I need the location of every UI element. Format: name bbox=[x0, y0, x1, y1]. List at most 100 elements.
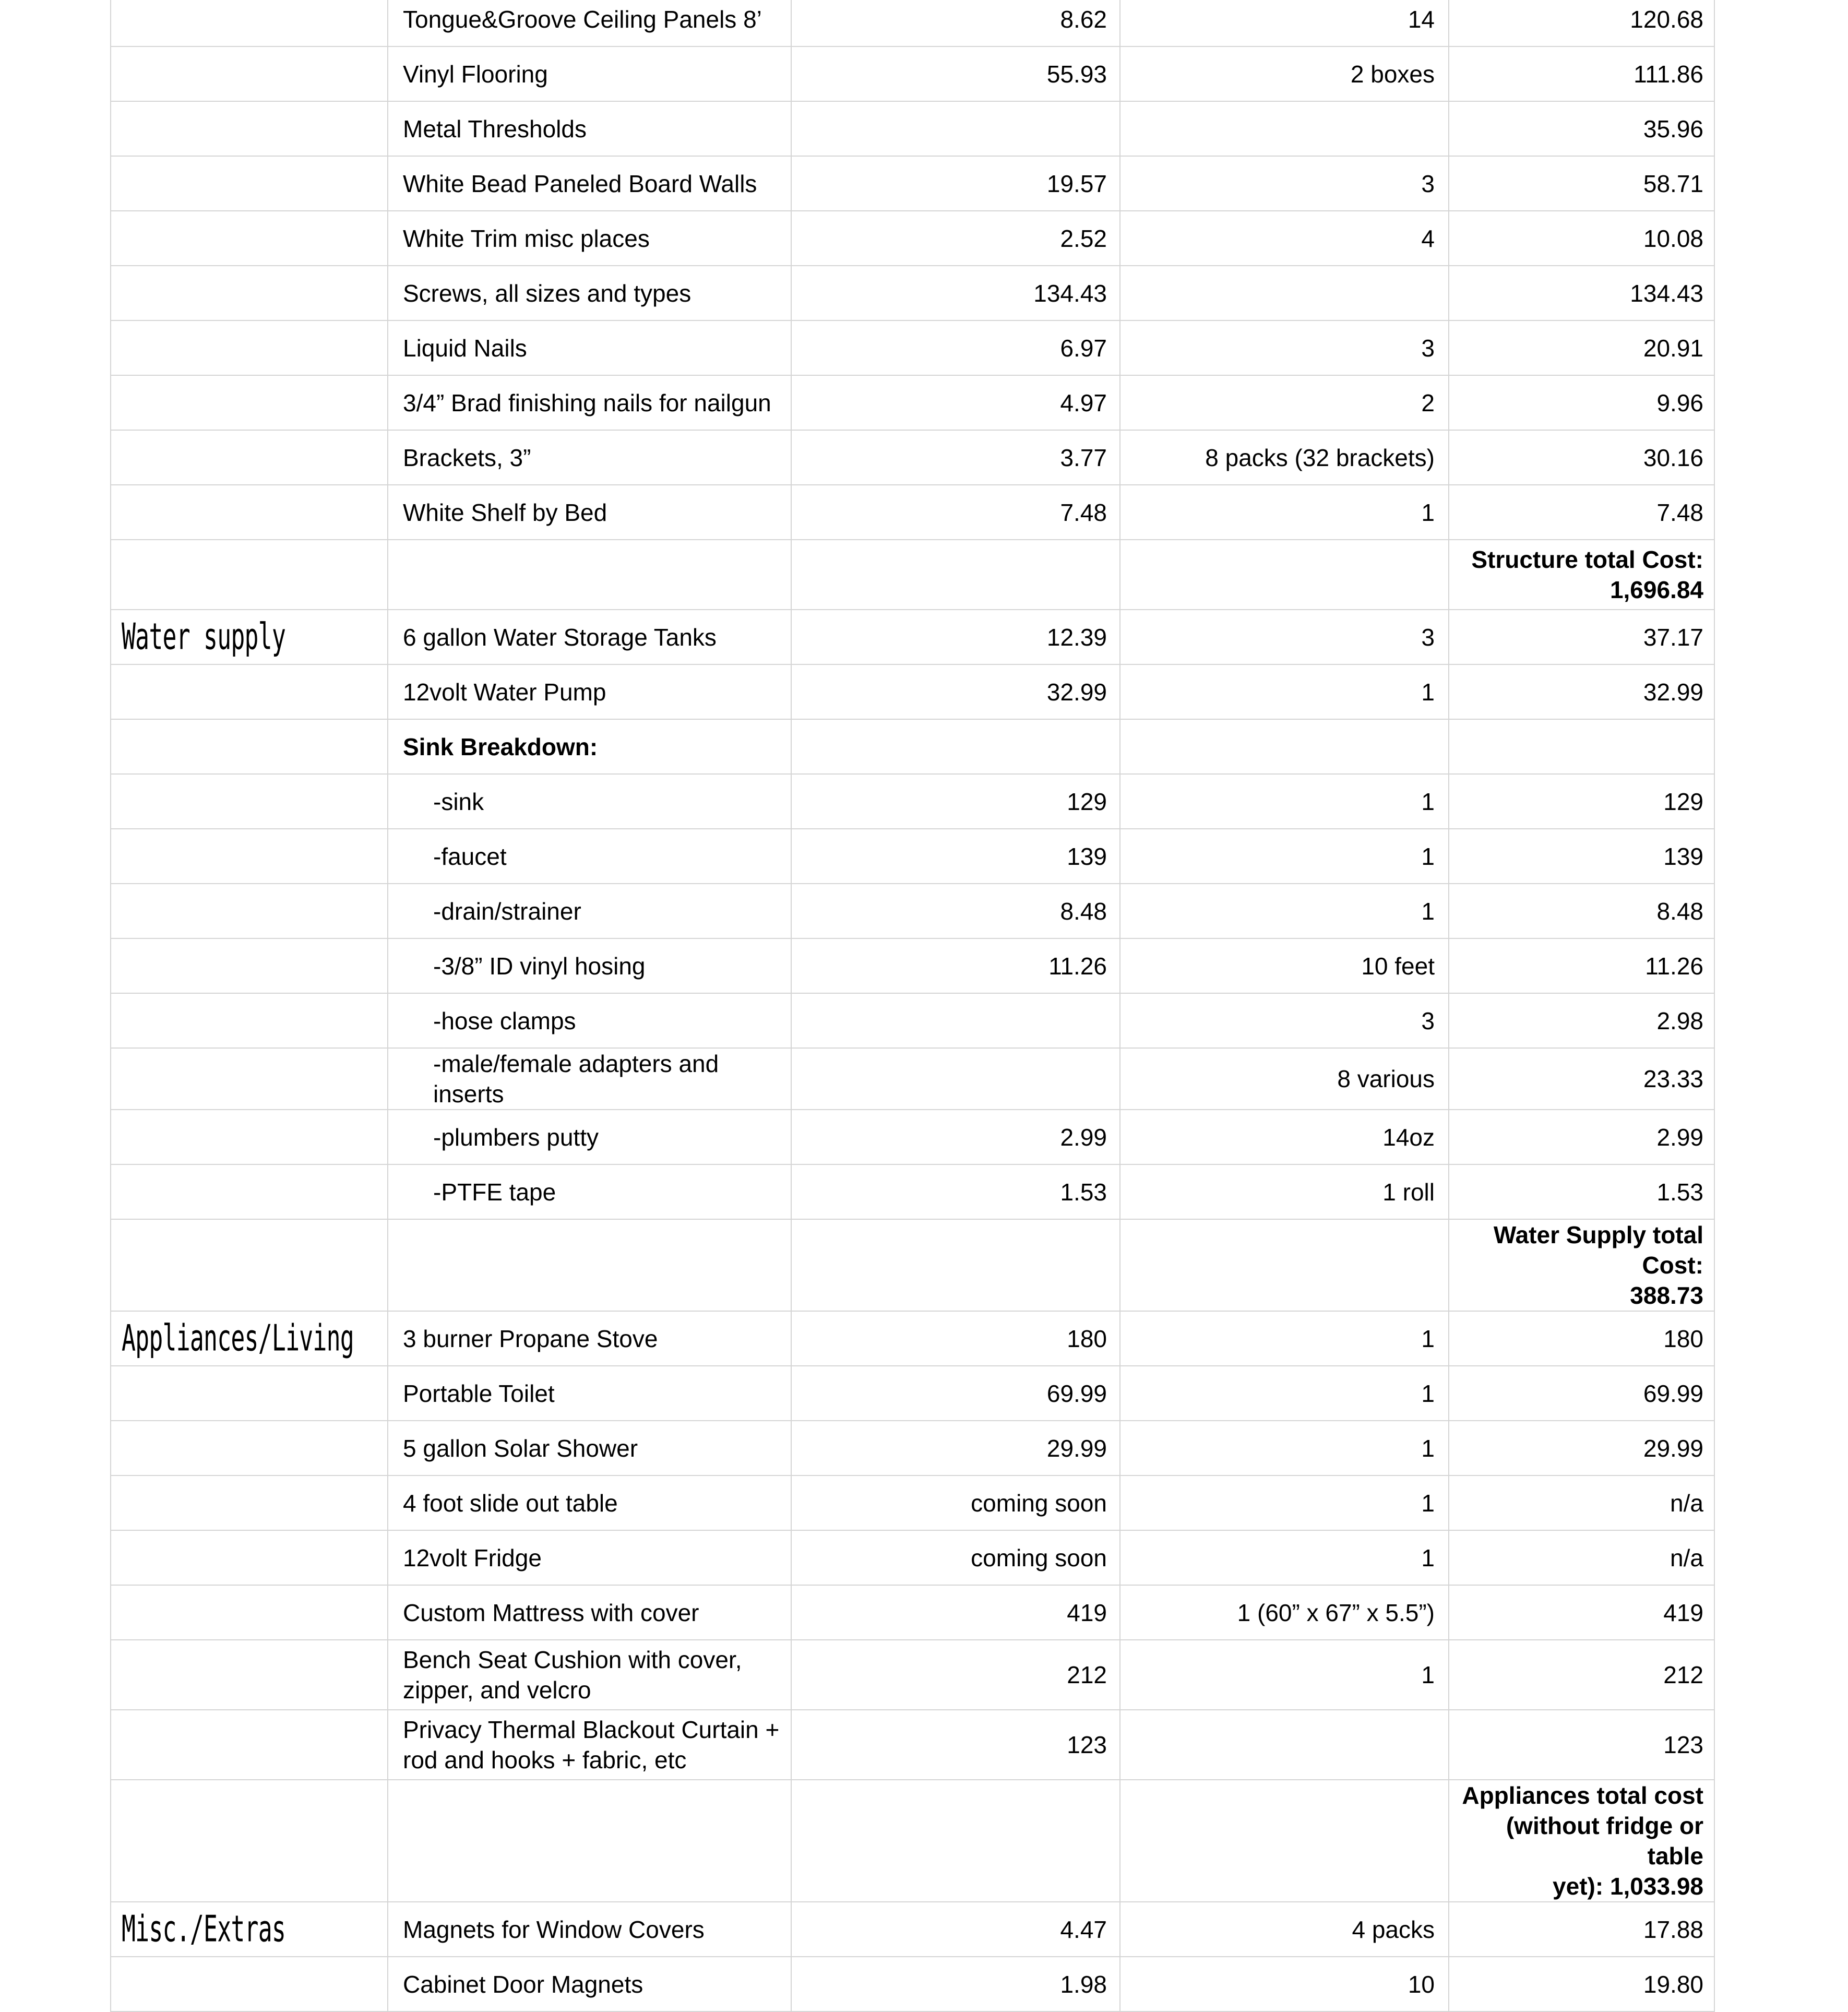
total-cell[interactable]: 11.26 bbox=[1449, 939, 1714, 993]
category-cell[interactable] bbox=[111, 157, 388, 210]
price-cell[interactable]: 12.39 bbox=[792, 610, 1120, 664]
quantity-cell[interactable]: 14oz bbox=[1120, 1110, 1449, 1164]
price-cell[interactable]: 1.98 bbox=[792, 1957, 1120, 2011]
category-cell[interactable] bbox=[111, 376, 388, 430]
category-cell[interactable] bbox=[111, 1710, 388, 1779]
quantity-cell[interactable]: 14 bbox=[1120, 0, 1449, 46]
category-cell[interactable] bbox=[111, 1110, 388, 1164]
item-cell[interactable]: White Bead Paneled Board Walls bbox=[388, 157, 792, 210]
total-cell[interactable]: 58.71 bbox=[1449, 157, 1714, 210]
price-cell[interactable] bbox=[792, 720, 1120, 773]
price-cell[interactable]: 8.48 bbox=[792, 884, 1120, 938]
total-cell[interactable] bbox=[1449, 720, 1714, 773]
item-cell[interactable]: Custom Mattress with cover bbox=[388, 1586, 792, 1639]
total-cell[interactable]: 180 bbox=[1449, 1312, 1714, 1365]
category-cell[interactable]: Misc./Extras bbox=[111, 1902, 388, 1956]
item-cell[interactable]: Portable Toilet bbox=[388, 1366, 792, 1420]
quantity-cell[interactable]: 8 packs (32 brackets) bbox=[1120, 431, 1449, 484]
quantity-cell[interactable] bbox=[1120, 720, 1449, 773]
quantity-cell[interactable]: 1 bbox=[1120, 1366, 1449, 1420]
quantity-cell[interactable] bbox=[1120, 102, 1449, 156]
quantity-cell[interactable]: 1 bbox=[1120, 665, 1449, 719]
quantity-cell[interactable] bbox=[1120, 540, 1449, 609]
item-cell[interactable]: 12volt Fridge bbox=[388, 1531, 792, 1585]
total-cell[interactable]: 17.88 bbox=[1449, 1902, 1714, 1956]
item-cell[interactable]: Vinyl Flooring bbox=[388, 47, 792, 101]
total-cell[interactable]: n/a bbox=[1449, 1531, 1714, 1585]
item-cell[interactable]: -faucet bbox=[388, 829, 792, 883]
price-cell[interactable]: 6.97 bbox=[792, 321, 1120, 375]
price-cell[interactable]: 7.48 bbox=[792, 485, 1120, 539]
total-cell[interactable]: 37.17 bbox=[1449, 610, 1714, 664]
total-cell[interactable]: 23.33 bbox=[1449, 1049, 1714, 1109]
category-cell[interactable]: Appliances/Living bbox=[111, 1312, 388, 1365]
price-cell[interactable]: 2.99 bbox=[792, 1110, 1120, 1164]
category-cell[interactable] bbox=[111, 884, 388, 938]
total-cell[interactable]: 35.96 bbox=[1449, 102, 1714, 156]
price-cell[interactable]: 4.47 bbox=[792, 1902, 1120, 1956]
category-cell[interactable] bbox=[111, 994, 388, 1047]
category-cell[interactable] bbox=[111, 1165, 388, 1219]
item-cell[interactable]: Sink Breakdown: bbox=[388, 720, 792, 773]
category-cell[interactable] bbox=[111, 1531, 388, 1585]
item-cell[interactable]: 12volt Water Pump bbox=[388, 665, 792, 719]
category-cell[interactable] bbox=[111, 829, 388, 883]
price-cell[interactable]: 55.93 bbox=[792, 47, 1120, 101]
item-cell[interactable]: Liquid Nails bbox=[388, 321, 792, 375]
category-cell[interactable] bbox=[111, 102, 388, 156]
price-cell[interactable]: 123 bbox=[792, 1710, 1120, 1779]
quantity-cell[interactable]: 1 bbox=[1120, 1531, 1449, 1585]
total-cell[interactable]: 2.99 bbox=[1449, 1110, 1714, 1164]
quantity-cell[interactable]: 1 bbox=[1120, 1421, 1449, 1475]
item-cell[interactable]: -3/8” ID vinyl hosing bbox=[388, 939, 792, 993]
category-cell[interactable] bbox=[111, 1366, 388, 1420]
price-cell[interactable]: coming soon bbox=[792, 1531, 1120, 1585]
item-cell[interactable]: -hose clamps bbox=[388, 994, 792, 1047]
item-cell[interactable]: -plumbers putty bbox=[388, 1110, 792, 1164]
category-cell[interactable] bbox=[111, 321, 388, 375]
item-cell[interactable]: 4 foot slide out table bbox=[388, 1476, 792, 1530]
item-cell[interactable]: Privacy Thermal Blackout Curtain + rod a… bbox=[388, 1710, 792, 1779]
price-cell[interactable]: 4.97 bbox=[792, 376, 1120, 430]
category-cell[interactable] bbox=[111, 1586, 388, 1639]
quantity-cell[interactable]: 1 bbox=[1120, 485, 1449, 539]
quantity-cell[interactable]: 3 bbox=[1120, 157, 1449, 210]
total-cell[interactable]: 30.16 bbox=[1449, 431, 1714, 484]
price-cell[interactable]: coming soon bbox=[792, 1476, 1120, 1530]
quantity-cell[interactable] bbox=[1120, 1780, 1449, 1901]
quantity-cell[interactable]: 1 bbox=[1120, 1312, 1449, 1365]
category-cell[interactable] bbox=[111, 665, 388, 719]
total-cell[interactable]: 139 bbox=[1449, 829, 1714, 883]
quantity-cell[interactable]: 10 bbox=[1120, 1957, 1449, 2011]
total-cell[interactable]: 2.98 bbox=[1449, 994, 1714, 1047]
item-cell[interactable]: 5 gallon Solar Shower bbox=[388, 1421, 792, 1475]
item-cell[interactable] bbox=[388, 1780, 792, 1901]
price-cell[interactable]: 69.99 bbox=[792, 1366, 1120, 1420]
category-cell[interactable] bbox=[111, 1476, 388, 1530]
quantity-cell[interactable]: 3 bbox=[1120, 994, 1449, 1047]
quantity-cell[interactable]: 10 feet bbox=[1120, 939, 1449, 993]
total-cell[interactable]: 419 bbox=[1449, 1586, 1714, 1639]
total-cell[interactable]: Appliances total cost (without fridge or… bbox=[1449, 1780, 1714, 1901]
total-cell[interactable]: 7.48 bbox=[1449, 485, 1714, 539]
quantity-cell[interactable] bbox=[1120, 1710, 1449, 1779]
price-cell[interactable] bbox=[792, 994, 1120, 1047]
price-cell[interactable] bbox=[792, 1049, 1120, 1109]
price-cell[interactable]: 129 bbox=[792, 775, 1120, 828]
price-cell[interactable]: 419 bbox=[792, 1586, 1120, 1639]
total-cell[interactable]: 9.96 bbox=[1449, 376, 1714, 430]
price-cell[interactable]: 139 bbox=[792, 829, 1120, 883]
total-cell[interactable]: 10.08 bbox=[1449, 211, 1714, 265]
item-cell[interactable]: -PTFE tape bbox=[388, 1165, 792, 1219]
quantity-cell[interactable] bbox=[1120, 266, 1449, 320]
price-cell[interactable]: 180 bbox=[792, 1312, 1120, 1365]
total-cell[interactable]: 212 bbox=[1449, 1640, 1714, 1709]
category-cell[interactable] bbox=[111, 211, 388, 265]
category-cell[interactable] bbox=[111, 1780, 388, 1901]
total-cell[interactable]: 69.99 bbox=[1449, 1366, 1714, 1420]
price-cell[interactable]: 29.99 bbox=[792, 1421, 1120, 1475]
category-cell[interactable] bbox=[111, 0, 388, 46]
category-cell[interactable] bbox=[111, 1220, 388, 1311]
category-cell[interactable] bbox=[111, 775, 388, 828]
category-cell[interactable] bbox=[111, 1049, 388, 1109]
